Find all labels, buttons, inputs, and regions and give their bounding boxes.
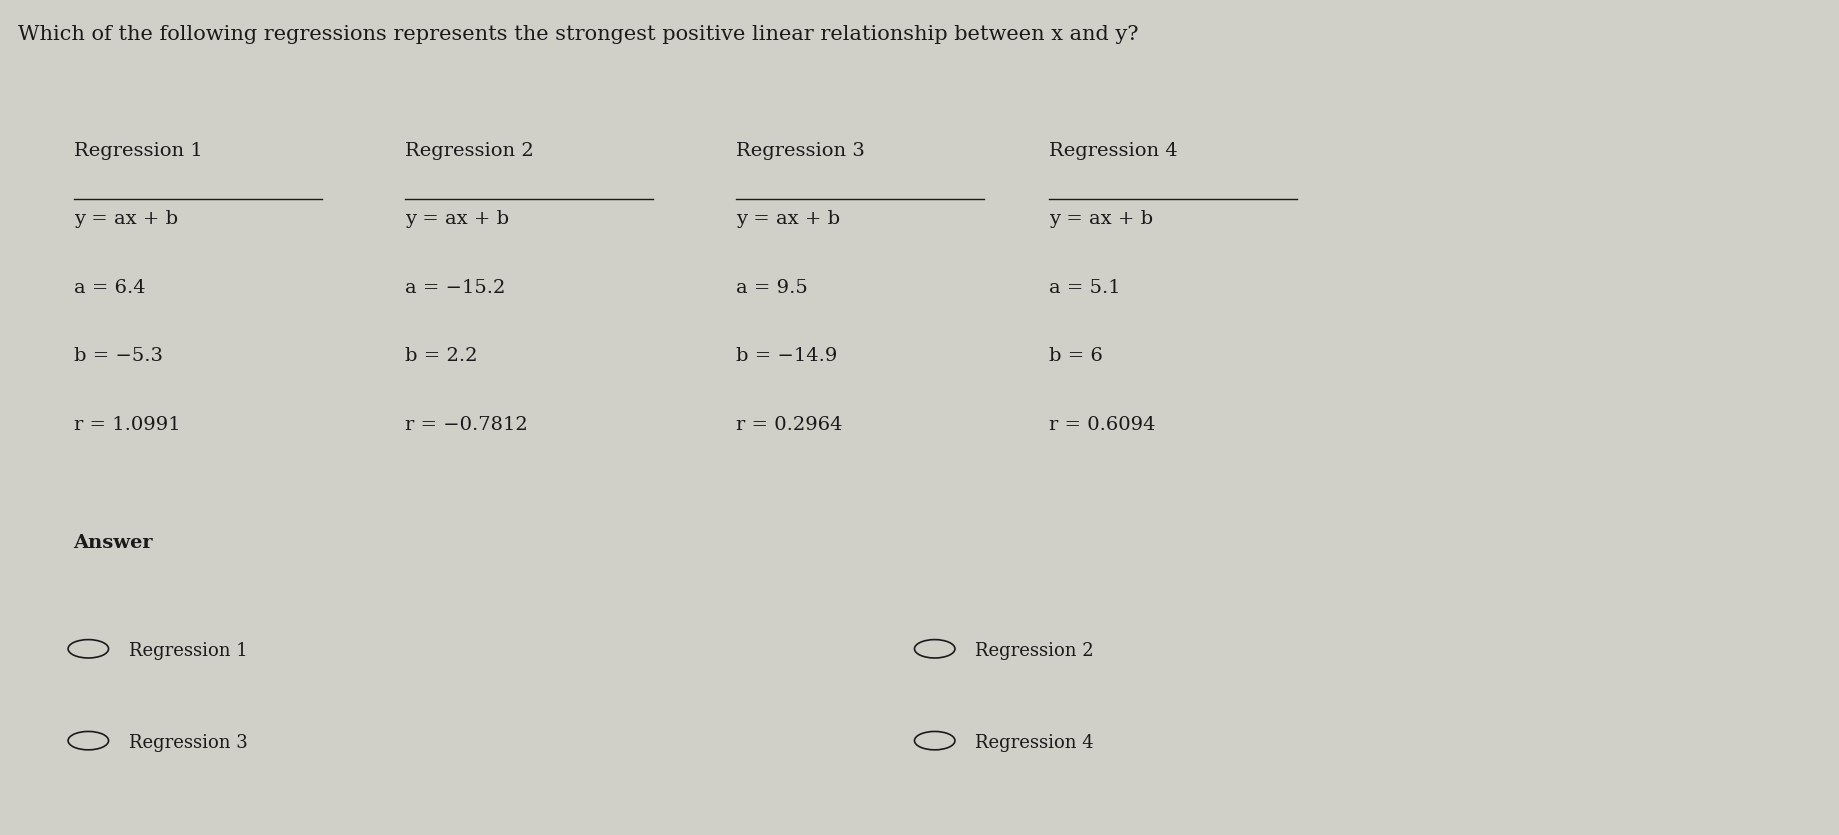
Text: Regression 4: Regression 4 <box>975 734 1092 752</box>
Text: y = ax + b: y = ax + b <box>405 210 509 229</box>
Text: a = −15.2: a = −15.2 <box>405 279 506 297</box>
Text: Regression 1: Regression 1 <box>74 142 202 160</box>
Text: Regression 1: Regression 1 <box>129 642 248 660</box>
Text: Regression 3: Regression 3 <box>129 734 248 752</box>
Text: Which of the following regressions represents the strongest positive linear rela: Which of the following regressions repre… <box>18 25 1138 44</box>
Text: Regression 3: Regression 3 <box>736 142 864 160</box>
Text: b = −14.9: b = −14.9 <box>736 347 837 366</box>
Text: Regression 4: Regression 4 <box>1048 142 1177 160</box>
Text: r = 0.6094: r = 0.6094 <box>1048 416 1155 434</box>
Text: b = 6: b = 6 <box>1048 347 1102 366</box>
Text: r = 1.0991: r = 1.0991 <box>74 416 180 434</box>
Text: a = 9.5: a = 9.5 <box>736 279 807 297</box>
Text: y = ax + b: y = ax + b <box>74 210 178 229</box>
Text: y = ax + b: y = ax + b <box>736 210 840 229</box>
Text: Answer: Answer <box>74 534 153 553</box>
Text: r = −0.7812: r = −0.7812 <box>405 416 528 434</box>
Text: a = 5.1: a = 5.1 <box>1048 279 1120 297</box>
Text: r = 0.2964: r = 0.2964 <box>736 416 842 434</box>
Text: b = −5.3: b = −5.3 <box>74 347 162 366</box>
Text: a = 6.4: a = 6.4 <box>74 279 145 297</box>
Text: b = 2.2: b = 2.2 <box>405 347 476 366</box>
Text: y = ax + b: y = ax + b <box>1048 210 1153 229</box>
Text: Regression 2: Regression 2 <box>405 142 533 160</box>
Text: Regression 2: Regression 2 <box>975 642 1092 660</box>
